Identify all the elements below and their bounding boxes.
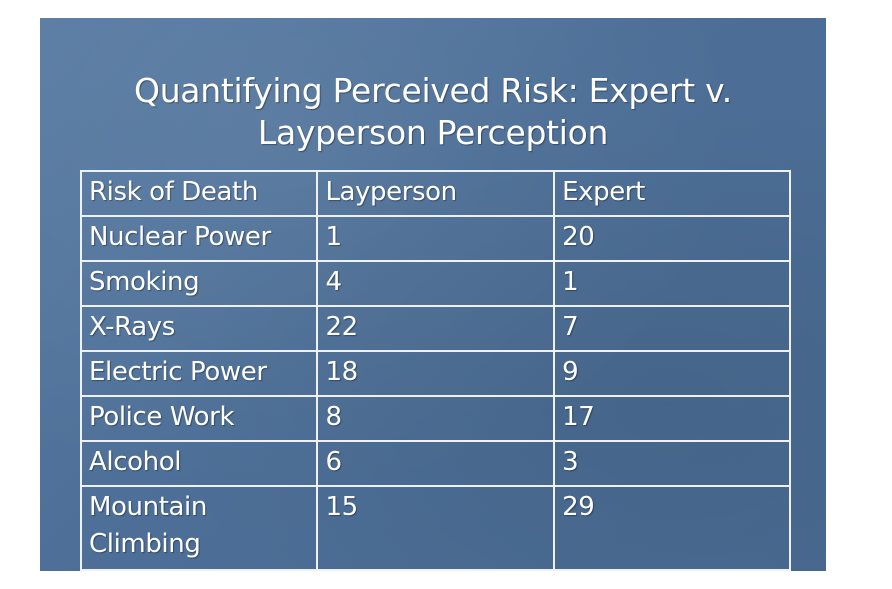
cell-risk: Alcohol <box>79 440 319 487</box>
header-risk-of-death: Risk of Death <box>79 170 319 217</box>
title-line-1: Quantifying Perceived Risk: Expert v. <box>134 71 732 110</box>
cell-layperson: 4 <box>316 260 556 307</box>
table-header-row: Risk of Death Layperson Expert <box>79 170 791 217</box>
cell-expert: 20 <box>553 215 791 262</box>
cell-expert: 7 <box>553 305 791 352</box>
cell-expert: 29 <box>553 485 791 571</box>
table-row: Police Work 8 17 <box>79 395 791 442</box>
slide: Quantifying Perceived Risk: Expert v. La… <box>40 18 826 571</box>
risk-table: Risk of Death Layperson Expert Nuclear P… <box>79 170 791 571</box>
cell-layperson: 6 <box>316 440 556 487</box>
cell-risk: Smoking <box>79 260 319 307</box>
table-row: Electric Power 18 9 <box>79 350 791 397</box>
cell-layperson: 15 <box>316 485 556 571</box>
table-row: Smoking 4 1 <box>79 260 791 307</box>
cell-expert: 3 <box>553 440 791 487</box>
cell-risk: Police Work <box>79 395 319 442</box>
header-expert: Expert <box>553 170 791 217</box>
title-line-2: Layperson Perception <box>257 113 609 152</box>
cell-risk: Electric Power <box>79 350 319 397</box>
cell-risk: Mountain Climbing <box>79 485 319 571</box>
cell-layperson: 22 <box>316 305 556 352</box>
cell-risk: X-Rays <box>79 305 319 352</box>
table-row: Nuclear Power 1 20 <box>79 215 791 262</box>
cell-layperson: 8 <box>316 395 556 442</box>
table-row: Alcohol 6 3 <box>79 440 791 487</box>
table-row: Mountain Climbing 15 29 <box>79 485 791 571</box>
cell-expert: 9 <box>553 350 791 397</box>
slide-title: Quantifying Perceived Risk: Expert v. La… <box>40 70 826 154</box>
cell-expert: 17 <box>553 395 791 442</box>
cell-layperson: 18 <box>316 350 556 397</box>
table-row: X-Rays 22 7 <box>79 305 791 352</box>
cell-expert: 1 <box>553 260 791 307</box>
cell-risk: Nuclear Power <box>79 215 319 262</box>
header-layperson: Layperson <box>316 170 556 217</box>
cell-layperson: 1 <box>316 215 556 262</box>
